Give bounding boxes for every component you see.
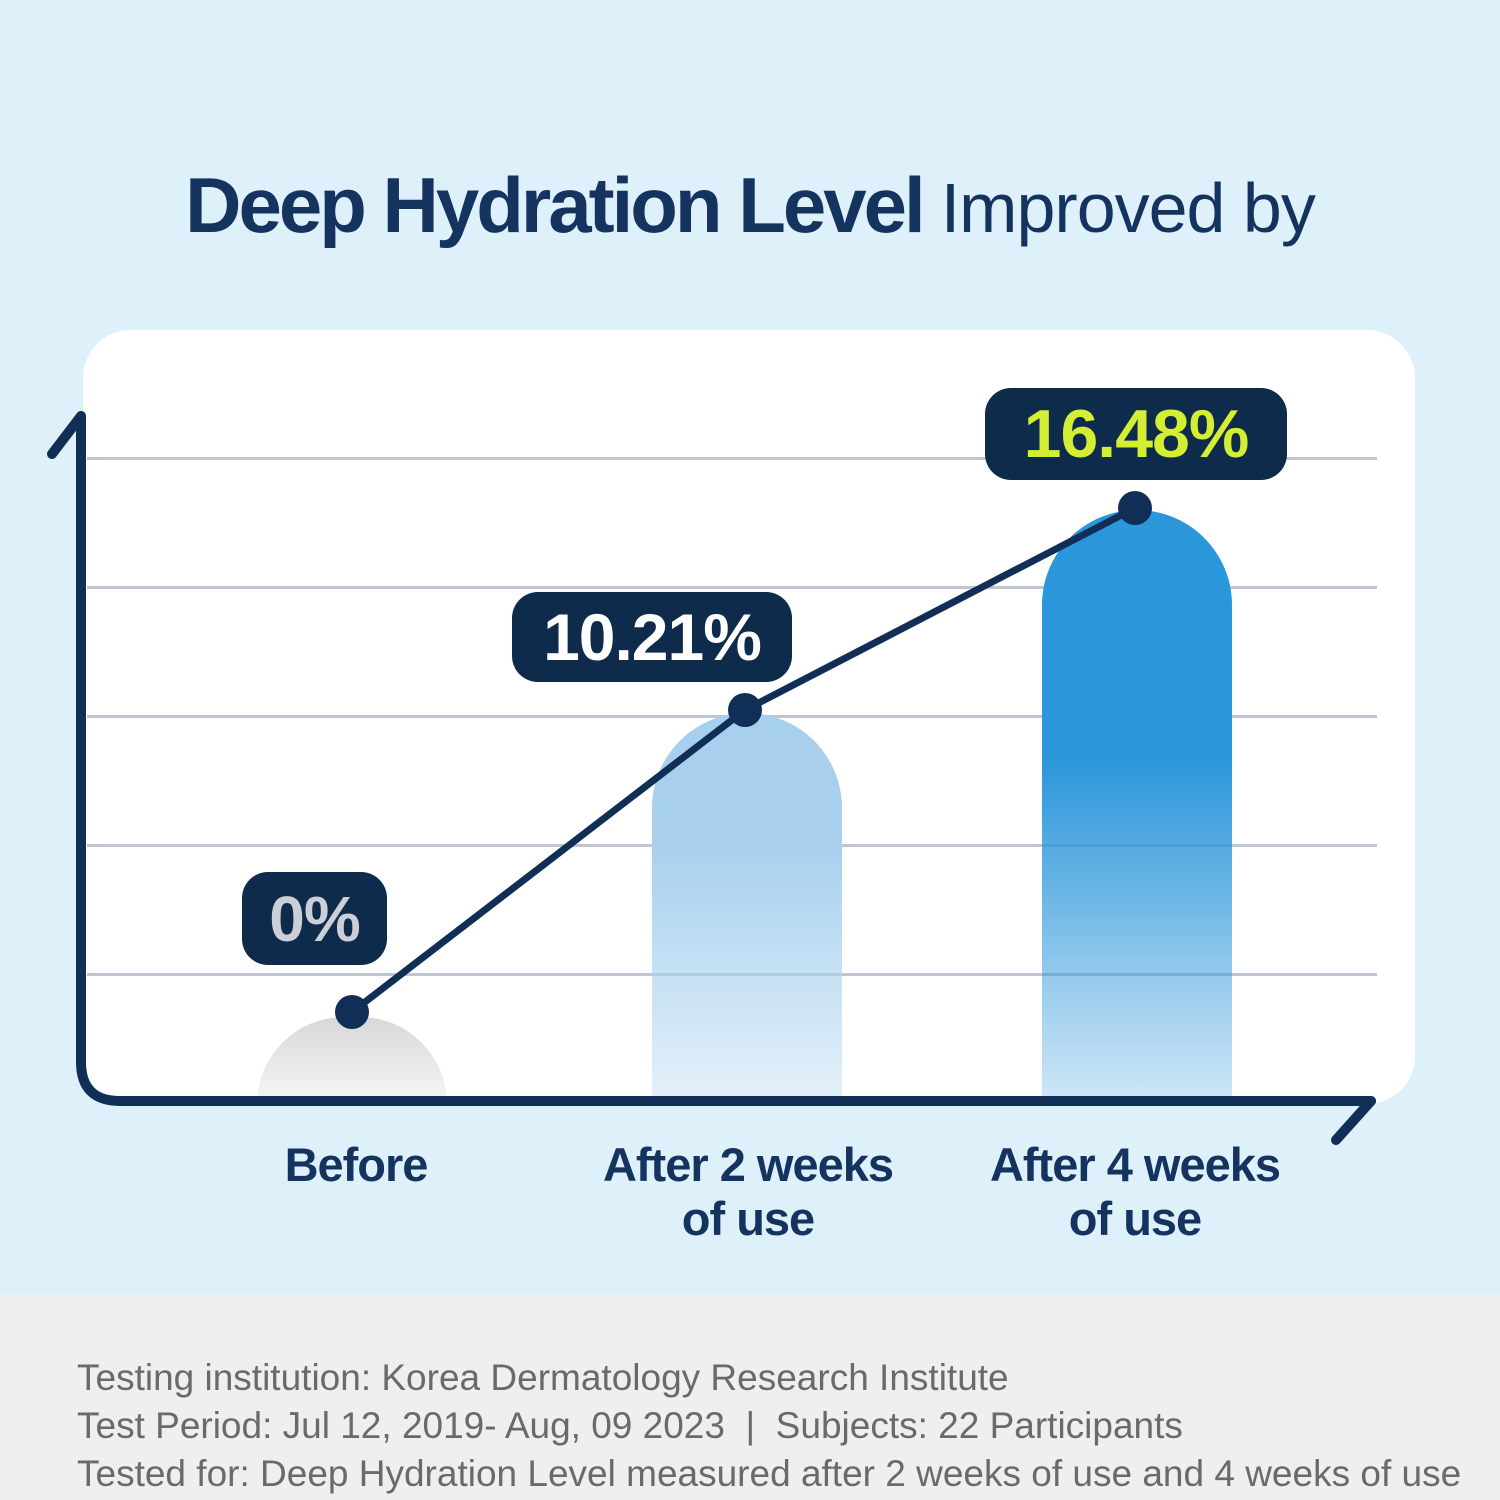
value-label: 10.21% bbox=[543, 600, 762, 674]
value-badge-before: 0% bbox=[242, 872, 387, 965]
footer-tested-for: Tested for: Deep Hydration Level measure… bbox=[77, 1453, 1462, 1494]
x-label-4-weeks: After 4 weeks of use bbox=[925, 1138, 1345, 1246]
x-label-before: Before bbox=[146, 1138, 566, 1192]
x-label-2-weeks: After 2 weeks of use bbox=[538, 1138, 958, 1246]
value-label: 0% bbox=[269, 882, 360, 955]
bar-before bbox=[257, 1017, 447, 1104]
title-suffix: Improved by bbox=[940, 169, 1316, 247]
page-title: Deep Hydration Level Improved by bbox=[0, 160, 1500, 251]
x-label-line: of use bbox=[681, 1192, 815, 1245]
footer-testing-institution: Testing institution: Korea Dermatology R… bbox=[77, 1357, 1009, 1398]
x-axis-arrowhead bbox=[1331, 1096, 1376, 1145]
bar-after-2-weeks bbox=[652, 713, 842, 1104]
bar-after-4-weeks bbox=[1042, 510, 1232, 1104]
x-label-line: of use bbox=[1068, 1192, 1202, 1245]
x-label-line: Before bbox=[284, 1138, 429, 1191]
x-label-line: After 2 weeks bbox=[602, 1138, 894, 1191]
value-badge-4-weeks: 16.48% bbox=[985, 388, 1287, 480]
footer-test-period: Test Period: Jul 12, 2019- Aug, 09 2023 … bbox=[77, 1405, 1183, 1446]
footer-text: Testing institution: Korea Dermatology R… bbox=[77, 1354, 1461, 1498]
value-label: 16.48% bbox=[1023, 396, 1250, 472]
footer-strip: Testing institution: Korea Dermatology R… bbox=[0, 1294, 1500, 1500]
title-main: Deep Hydration Level bbox=[185, 161, 926, 249]
value-badge-2-weeks: 10.21% bbox=[512, 592, 792, 682]
x-label-line: After 4 weeks bbox=[989, 1138, 1281, 1191]
